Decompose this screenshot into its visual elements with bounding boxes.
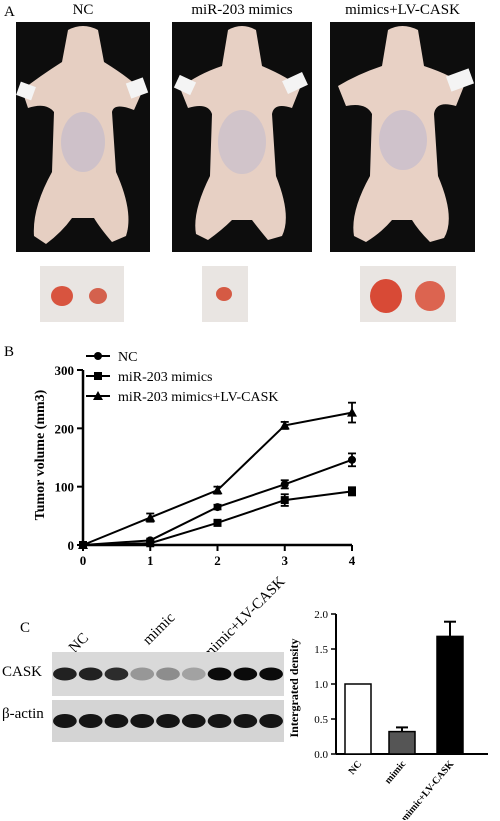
y-tick-label: 100: [55, 480, 75, 495]
lane-group-label-mimic: mimic: [139, 609, 179, 649]
western-blot-image: [52, 652, 284, 742]
x-tick-label: 1: [147, 553, 154, 568]
group-label-mimics: miR-203 mimics: [191, 2, 293, 18]
x-tick-label: 2: [214, 553, 221, 568]
cask-band: [156, 667, 180, 681]
bar-category-label: NC: [347, 759, 365, 777]
data-point: [146, 539, 155, 548]
data-point: [280, 496, 289, 505]
cask-band: [78, 667, 103, 681]
blot-label-cask: CASK: [2, 664, 43, 680]
line-chart-series: [78, 401, 357, 549]
data-point: [348, 487, 356, 496]
y-axis-label: Tumor volume (mm3): [33, 389, 48, 520]
data-point: [347, 407, 357, 417]
data-point: [348, 455, 356, 464]
y-tick-label: 0: [68, 538, 75, 553]
panel-a-letter: A: [4, 4, 15, 20]
bar-y-tick-label: 2.0: [314, 609, 328, 621]
y-tick-label: 200: [55, 421, 75, 436]
cask-band: [207, 667, 232, 681]
mouse-photo-lv-cask: [330, 22, 475, 252]
tumor-photo-nc: [40, 266, 124, 322]
bar-y-tick-label: 0.0: [314, 749, 328, 761]
tumor-photo-lv-cask: [360, 266, 456, 322]
tumor-photo-mimics: [202, 266, 248, 322]
cask-band: [53, 667, 77, 681]
blot-label-beta-actin: β-actin: [2, 706, 44, 722]
panel-c-letter: C: [20, 620, 31, 636]
series-line-1: [82, 490, 353, 546]
group-label-nc: NC: [72, 2, 94, 18]
legend-label-1: miR-203 mimics: [118, 370, 213, 385]
mouse-photo-mimics: [172, 22, 312, 252]
bar-1: [388, 730, 416, 755]
bar-0: [344, 683, 372, 755]
legend-label-2: miR-203 mimics+LV-CASK: [118, 390, 279, 405]
data-point: [213, 503, 222, 512]
actin-band: [53, 714, 77, 728]
actin-band: [207, 714, 232, 728]
bar-category-label: mimic: [383, 758, 409, 786]
bar-2: [436, 635, 464, 755]
series-line-0: [82, 458, 353, 546]
group-label-lv-cask: mimics+LV-CASK: [345, 2, 460, 18]
bar-y-tick-label: 0.5: [314, 714, 328, 726]
data-point: [213, 518, 222, 527]
legend-marker-1: [94, 372, 102, 380]
tumor-volume-line-chart: 0 1 2 3 4 0 100 200 300 NC miR-203 mimics miR-203 …: [33, 350, 357, 568]
cask-band: [104, 667, 129, 681]
data-point: [279, 420, 290, 430]
panel-b-letter: B: [4, 344, 15, 360]
cask-band: [259, 667, 283, 681]
bar-category-label: mimic+LV-CASK: [399, 759, 456, 820]
y-tick-label: 300: [55, 363, 75, 378]
x-tick-label: 4: [349, 553, 356, 568]
line-chart-legend: NC miR-203 mimics miR-203 mimics+LV-CASK: [86, 350, 279, 405]
actin-band: [181, 714, 206, 728]
data-point: [78, 540, 88, 549]
mouse-photo-nc: [16, 22, 150, 252]
cask-band: [181, 667, 206, 681]
cask-band: [233, 667, 258, 681]
x-tick-label: 3: [282, 553, 289, 568]
actin-band: [130, 714, 155, 728]
legend-label-0: NC: [118, 350, 137, 365]
bar-y-tick-label: 1.0: [314, 679, 328, 691]
legend-marker-2: [93, 391, 103, 400]
actin-band: [156, 714, 180, 728]
data-point: [145, 512, 156, 522]
lane-group-label-lv-cask: mimic+LV-CASK: [199, 573, 289, 663]
actin-band: [78, 714, 103, 728]
legend-marker-0: [94, 352, 102, 360]
data-point: [212, 485, 223, 495]
data-point: [280, 480, 289, 489]
cask-band: [130, 667, 155, 681]
actin-band: [259, 714, 283, 728]
actin-band: [233, 714, 258, 728]
bar-y-tick-label: 1.5: [314, 644, 328, 656]
bar-y-axis-label: Intergrated density: [287, 639, 301, 738]
actin-band: [104, 714, 129, 728]
line-chart-axes: 0 1 2 3 4 0 100 200 300: [55, 363, 356, 568]
x-tick-label: 0: [80, 553, 87, 568]
